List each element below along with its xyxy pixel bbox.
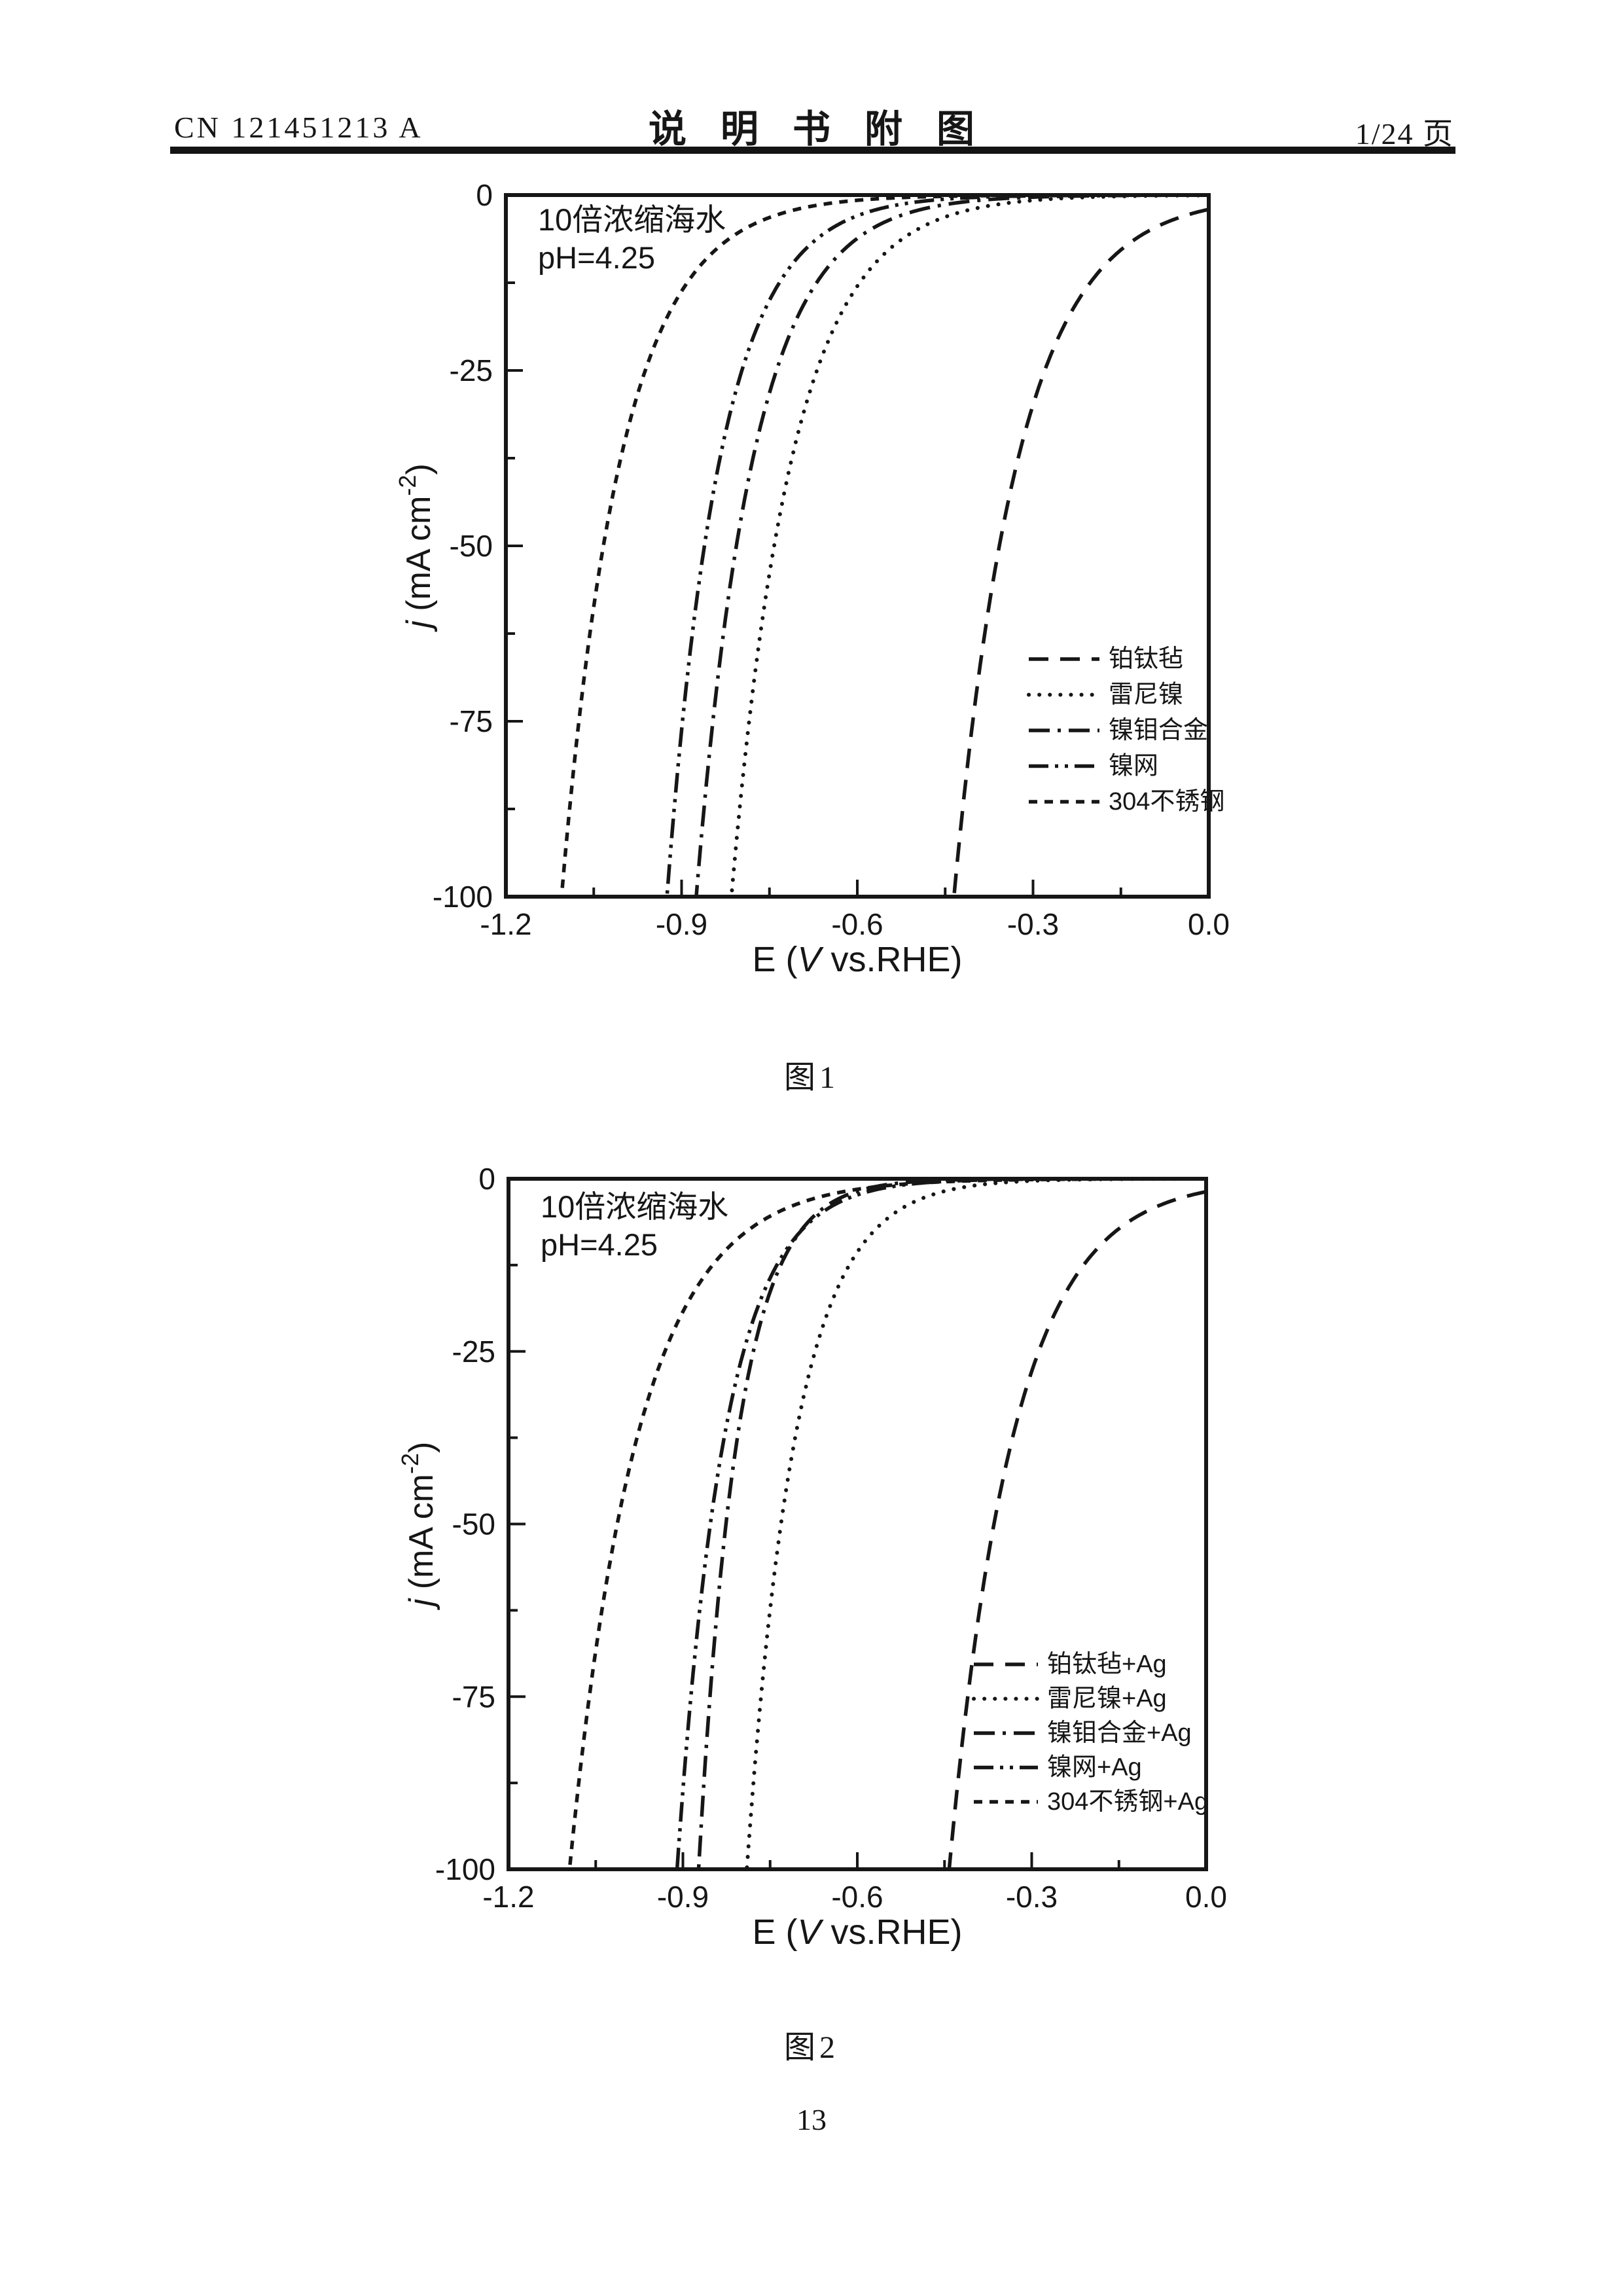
legend-label: 铂钛毡+Ag xyxy=(1047,1651,1167,1678)
annotation-text: 10倍浓缩海水 xyxy=(538,202,726,237)
header-rule xyxy=(170,147,1455,154)
figure-2-chart: 0 -25 -50 -75 -100-1.2 -0.9 -0.6 -0.3 0.0 E (V vs… xyxy=(397,1162,1227,1952)
annotation-text: 10倍浓缩海水 xyxy=(541,1189,728,1224)
series-curve xyxy=(947,1190,1207,1870)
x-tick-label: -0.6 xyxy=(831,1880,883,1914)
x-tick-label: -0.3 xyxy=(1006,1880,1058,1914)
x-tick-label: -0.3 xyxy=(1007,907,1059,941)
y-tick-label: -75 xyxy=(450,704,493,738)
legend-label: 铂钛毡 xyxy=(1109,645,1183,673)
y-tick-label: -50 xyxy=(450,529,493,563)
legend-label: 雷尼镍+Ag xyxy=(1047,1685,1167,1713)
x-tick-label: -0.6 xyxy=(831,907,883,941)
page-title: 说明书附图 xyxy=(648,108,1008,151)
series-curve xyxy=(567,1177,1206,1870)
x-tick-label: 0.0 xyxy=(1188,907,1230,941)
series-curve xyxy=(745,1177,1208,1871)
y-tick-label: -100 xyxy=(433,880,493,914)
legend-label: 镍网 xyxy=(1109,753,1158,780)
plot-frame xyxy=(504,193,1211,899)
x-tick-label: -0.9 xyxy=(657,1880,709,1914)
page-number: 13 xyxy=(796,2103,827,2136)
x-axis-label: E (V vs.RHE) xyxy=(752,1912,962,1952)
series-curve xyxy=(675,1177,1206,1870)
y-tick-label: -100 xyxy=(435,1852,495,1886)
series-curve xyxy=(665,193,1209,897)
legend-label: 镍网+Ag xyxy=(1047,1754,1142,1782)
figure-1-caption: 图1 xyxy=(783,1060,839,1095)
x-tick-label: -1.2 xyxy=(480,907,531,941)
y-tick-label: -25 xyxy=(452,1335,495,1369)
y-tick-label: 0 xyxy=(478,1162,495,1196)
legend-label: 镍钼合金+Ag xyxy=(1047,1719,1192,1747)
y-tick-label: 0 xyxy=(476,178,493,212)
y-tick-label: -25 xyxy=(450,353,493,387)
y-axis-label: j (mA cm-2) xyxy=(397,1442,441,1611)
y-axis-label: j (mA cm-2) xyxy=(394,463,438,632)
x-tick-label: -0.9 xyxy=(656,907,707,941)
legend-label: 304不锈钢 xyxy=(1109,788,1224,816)
legend-label: 304不锈钢+Ag xyxy=(1047,1788,1208,1816)
y-tick-label: -50 xyxy=(452,1507,495,1541)
legend-label: 镍钼合金 xyxy=(1109,717,1208,744)
y-tick-label: -75 xyxy=(452,1679,495,1713)
document-number: CN 121451213 A xyxy=(174,111,423,144)
annotation-text: pH=4.25 xyxy=(538,240,655,275)
axis-ticks xyxy=(507,1177,1207,1871)
axis-ticks xyxy=(505,194,1210,898)
x-tick-label: -1.2 xyxy=(482,1880,534,1914)
annotation-text: pH=4.25 xyxy=(541,1227,658,1262)
figure-2-caption: 图2 xyxy=(783,2030,839,2065)
legend-label: 雷尼镍 xyxy=(1109,681,1183,709)
x-tick-label: 0.0 xyxy=(1185,1880,1227,1914)
series-curve xyxy=(952,207,1209,897)
series-curve xyxy=(560,193,1209,897)
x-axis-label: E (V vs.RHE) xyxy=(752,940,962,979)
figure-1-chart: 0 -25 -50 -75 -100-1.2 -0.9 -0.6 -0.3 0.0 E (V vs… xyxy=(394,178,1230,979)
page-indicator: 1/24 页 xyxy=(1355,117,1454,151)
